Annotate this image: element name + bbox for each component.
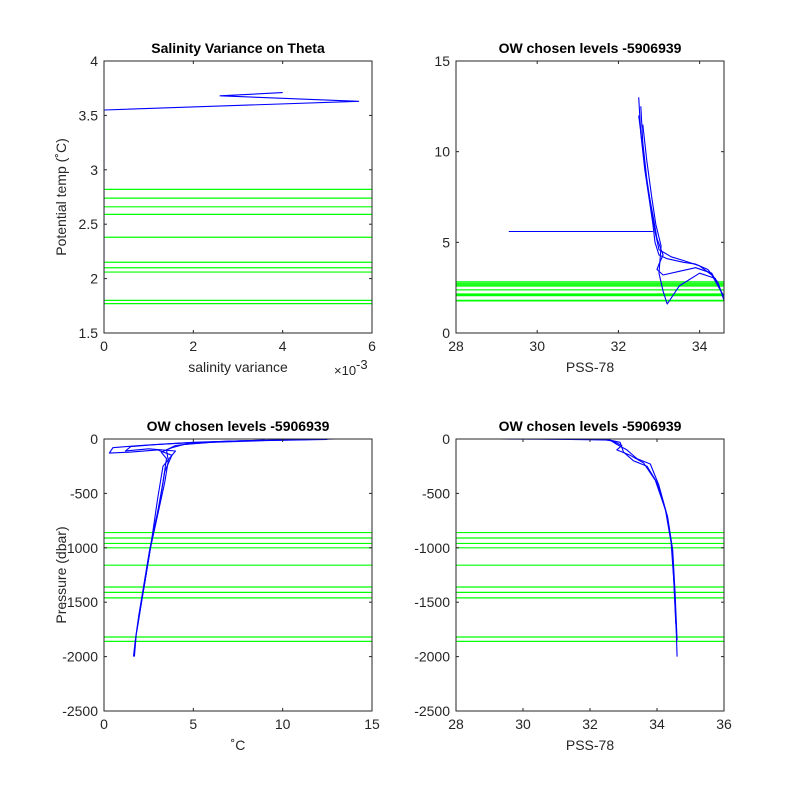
x-tick-label: 34 xyxy=(649,716,665,732)
x-exponent-power: -3 xyxy=(356,357,368,372)
x-tick-label: 28 xyxy=(448,338,464,354)
y-tick-label: -500 xyxy=(70,485,98,501)
y-tick-label: -1500 xyxy=(62,594,98,610)
x-tick-label: 6 xyxy=(368,338,376,354)
chart-salinity-theta: 28 30 32 34 0 5 10 15 OW chosen levels -5906939 P… xyxy=(434,40,725,375)
plot-lines xyxy=(104,439,372,657)
chart-temperature-pressure: 0 5 10 15 -2500 -2000 -1500 -1000 -500 0 OW chosen… xyxy=(53,418,380,753)
y-tick-label: 5 xyxy=(442,234,450,250)
x-tick-label: 32 xyxy=(582,716,598,732)
chart-salinity-variance: 0 2 4 6 1.5 2 2.5 3 3.5 4 Salinity Variance on The… xyxy=(53,40,376,378)
chart-title: OW chosen levels -5906939 xyxy=(499,418,682,434)
plot-area xyxy=(104,439,372,711)
profile-series-line xyxy=(638,97,724,301)
y-tick-label: 2 xyxy=(90,271,98,287)
chart-title: OW chosen levels -5906939 xyxy=(499,40,682,56)
axes-box xyxy=(103,60,373,334)
y-tick-label: -1000 xyxy=(62,540,98,556)
y-tick-label: -2000 xyxy=(414,649,450,665)
x-tick-label: 36 xyxy=(716,716,732,732)
y-axis-label: Pressure (dbar) xyxy=(53,526,69,623)
y-tick-label: -2500 xyxy=(62,703,98,719)
y-tick-label: -1500 xyxy=(414,594,450,610)
y-axis-label: Potential temp (˚C) xyxy=(53,138,69,255)
x-axis-label: PSS-78 xyxy=(566,737,614,753)
x-tick-label: 5 xyxy=(189,716,197,732)
plot-lines xyxy=(456,439,724,657)
x-tick-label: 2 xyxy=(189,338,197,354)
x-axis-label: PSS-78 xyxy=(566,359,614,375)
x-tick-label: 30 xyxy=(515,716,531,732)
x-exponent-label: ×10 xyxy=(334,363,356,378)
y-tick-label: -500 xyxy=(422,485,450,501)
y-tick-label: 1.5 xyxy=(79,325,99,341)
chart-salinity-pressure: 28 30 32 34 36 -2500 -2000 -1500 -1000 -500 0 OW ch… xyxy=(414,418,732,753)
profile-series-line xyxy=(599,439,677,625)
y-tick-label: 3.5 xyxy=(79,107,99,123)
profile-series-line xyxy=(124,439,265,592)
profile-series-line xyxy=(642,124,717,305)
x-tick-label: 0 xyxy=(100,716,108,732)
x-tick-label: 10 xyxy=(275,716,291,732)
y-tick-label: 0 xyxy=(90,431,98,447)
y-tick-label: -2000 xyxy=(62,649,98,665)
axes-box xyxy=(103,438,373,712)
y-tick-label: 15 xyxy=(434,53,450,69)
profile-series-line xyxy=(104,92,360,312)
profile-series-line xyxy=(539,439,678,641)
y-tick-label: 3 xyxy=(90,162,98,178)
plot-area xyxy=(456,439,724,711)
y-tick-label: 0 xyxy=(442,431,450,447)
y-tick-label: -2500 xyxy=(414,703,450,719)
y-tick-label: 4 xyxy=(90,53,98,69)
y-tick-label: 2.5 xyxy=(79,216,99,232)
x-tick-label: 30 xyxy=(529,338,545,354)
x-axis-label: salinity variance xyxy=(188,359,288,375)
chart-title: Salinity Variance on Theta xyxy=(151,40,325,56)
x-tick-label: 34 xyxy=(692,338,708,354)
x-tick-label: 4 xyxy=(279,338,287,354)
plot-lines xyxy=(456,97,724,305)
profile-series-line xyxy=(638,115,724,297)
x-axis-label: ˚C xyxy=(231,737,246,753)
y-tick-label: 0 xyxy=(442,325,450,341)
axes-box xyxy=(455,60,725,334)
x-tick-label: 28 xyxy=(448,716,464,732)
plot-lines xyxy=(104,92,372,312)
y-tick-label: 10 xyxy=(434,144,450,160)
plot-area xyxy=(104,61,372,333)
chart-title: OW chosen levels -5906939 xyxy=(147,418,330,434)
plot-area xyxy=(456,61,724,333)
x-tick-label: 15 xyxy=(364,716,380,732)
y-tick-label: -1000 xyxy=(414,540,450,556)
x-tick-label: 0 xyxy=(100,338,108,354)
x-tick-label: 32 xyxy=(611,338,627,354)
